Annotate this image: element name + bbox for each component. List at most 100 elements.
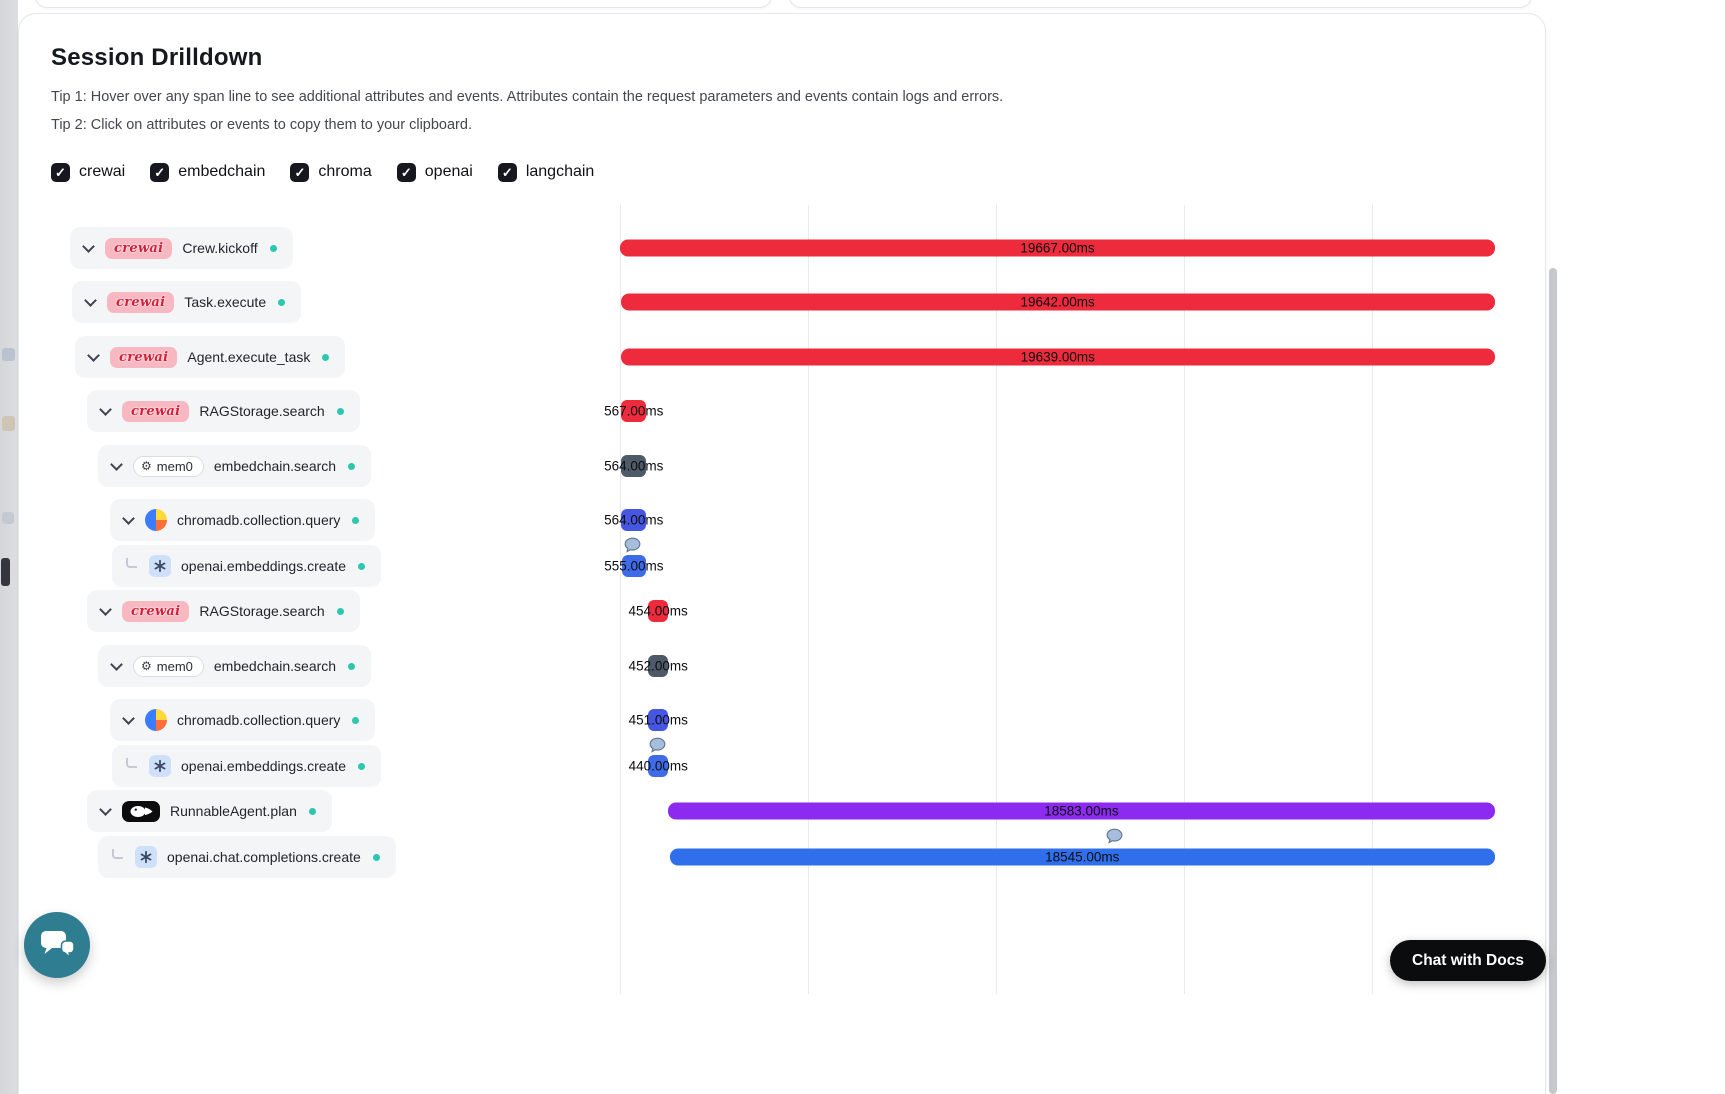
span-row-label: openai.chat.completions.create bbox=[98, 836, 396, 878]
span-duration-label: 564.00ms bbox=[604, 458, 664, 474]
span-duration-label: 454.00ms bbox=[628, 603, 688, 619]
span-duration-label: 18583.00ms bbox=[1044, 803, 1119, 819]
openai-icon bbox=[135, 846, 157, 868]
span-name: openai.chat.completions.create bbox=[167, 849, 361, 865]
crewai-logo: crewai bbox=[110, 346, 178, 368]
span-row-label[interactable]: crewai RAGStorage.search bbox=[87, 590, 360, 632]
timeline-gridline bbox=[1184, 205, 1185, 994]
span-bar[interactable] bbox=[648, 755, 669, 777]
span-bar[interactable] bbox=[668, 802, 1495, 820]
filter-chroma[interactable]: ✓ chroma bbox=[290, 162, 372, 182]
span-duration-label: 19639.00ms bbox=[1020, 349, 1095, 365]
mem0-gear-icon: ⚙ bbox=[141, 659, 152, 673]
page-left-gutter bbox=[0, 0, 18, 1094]
filter-label: openai bbox=[424, 163, 473, 181]
vertical-scrollbar-thumb[interactable] bbox=[1549, 268, 1557, 1094]
openai-icon bbox=[149, 755, 171, 777]
chevron-down-icon[interactable] bbox=[110, 457, 123, 471]
span-bar[interactable] bbox=[621, 455, 647, 477]
span-name: Crew.kickoff bbox=[182, 240, 258, 256]
checkbox-crewai[interactable]: ✓ bbox=[51, 162, 70, 182]
filter-langchain[interactable]: ✓ langchain bbox=[497, 162, 595, 182]
page-edge-artifact bbox=[1, 558, 10, 586]
mem0-logo: ⚙ mem0 bbox=[133, 655, 204, 677]
chevron-down-icon[interactable] bbox=[110, 657, 123, 671]
chevron-down-icon[interactable] bbox=[99, 602, 112, 616]
chat-widget-button[interactable] bbox=[24, 912, 90, 978]
mem0-gear-icon: ⚙ bbox=[141, 459, 152, 473]
span-row-label[interactable]: ⚙ mem0 embedchain.search bbox=[98, 445, 372, 487]
status-dot bbox=[348, 662, 356, 670]
span-bar[interactable] bbox=[621, 400, 647, 422]
chevron-down-icon[interactable] bbox=[122, 711, 135, 725]
tip-2: Tip 2: Click on attributes or events to … bbox=[51, 117, 472, 134]
span-row-label[interactable]: chromadb.collection.query bbox=[110, 499, 376, 541]
chat-bubbles-icon bbox=[39, 928, 75, 962]
span-row-label[interactable]: ⚙ mem0 embedchain.search bbox=[98, 645, 372, 687]
checkbox-openai[interactable]: ✓ bbox=[396, 162, 416, 182]
span-bar[interactable] bbox=[620, 293, 1495, 311]
span-name: embedchain.search bbox=[213, 458, 337, 474]
span-duration-label: 451.00ms bbox=[628, 712, 688, 728]
checkbox-chroma[interactable]: ✓ bbox=[290, 162, 310, 182]
tree-elbow-icon bbox=[112, 849, 123, 859]
chevron-down-icon[interactable] bbox=[84, 293, 97, 307]
span-row-label[interactable]: crewai Task.execute bbox=[72, 281, 302, 323]
span-bar[interactable] bbox=[621, 509, 647, 531]
span-name: Agent.execute_task bbox=[187, 349, 311, 365]
chroma-icon bbox=[145, 709, 167, 731]
span-row-label[interactable]: crewai Crew.kickoff bbox=[70, 227, 293, 269]
event-bubble-icon[interactable] bbox=[649, 737, 666, 753]
status-dot bbox=[336, 607, 344, 615]
span-duration-label: 440.00ms bbox=[628, 758, 688, 774]
span-duration-label: 19667.00ms bbox=[1020, 240, 1095, 256]
chevron-down-icon[interactable] bbox=[122, 511, 135, 525]
span-bar[interactable] bbox=[669, 848, 1495, 866]
langchain-parrot bbox=[130, 805, 153, 817]
span-bar[interactable] bbox=[620, 348, 1495, 366]
span-bar[interactable] bbox=[648, 655, 669, 677]
crewai-logo: crewai bbox=[107, 291, 175, 313]
filter-row: ✓ crewai ✓ embedchain ✓ chroma ✓ openai ✓ langcha… bbox=[51, 162, 1545, 182]
span-row-label[interactable]: RunnableAgent.plan bbox=[87, 790, 332, 832]
filter-embedchain[interactable]: ✓ embedchain bbox=[150, 162, 266, 182]
span-duration-label: 564.00ms bbox=[604, 512, 664, 528]
filter-label: embedchain bbox=[178, 163, 266, 181]
langchain-icon bbox=[122, 800, 160, 822]
span-row-label[interactable]: chromadb.collection.query bbox=[110, 699, 376, 741]
filter-label: langchain bbox=[525, 163, 595, 181]
span-bar[interactable] bbox=[648, 600, 669, 622]
chevron-down-icon[interactable] bbox=[87, 348, 100, 362]
openai-glyph bbox=[140, 850, 152, 864]
span-duration-label: 555.00ms bbox=[604, 558, 664, 574]
chevron-down-icon[interactable] bbox=[82, 239, 95, 253]
openai-glyph bbox=[154, 559, 166, 573]
span-row-label[interactable]: crewai Agent.execute_task bbox=[75, 336, 346, 378]
event-bubble-icon[interactable] bbox=[624, 537, 641, 553]
filter-openai[interactable]: ✓ openai bbox=[396, 162, 473, 182]
event-bubble-icon[interactable] bbox=[1106, 828, 1123, 844]
span-row-label: openai.embeddings.create bbox=[112, 545, 382, 587]
mem0-logo: ⚙ mem0 bbox=[133, 455, 204, 477]
checkbox-embedchain[interactable]: ✓ bbox=[150, 162, 170, 182]
status-dot bbox=[352, 716, 360, 724]
span-row-label[interactable]: crewai RAGStorage.search bbox=[87, 390, 360, 432]
filter-crewai[interactable]: ✓ crewai bbox=[51, 162, 125, 182]
status-dot bbox=[269, 244, 277, 252]
mem0-label: mem0 bbox=[156, 458, 193, 474]
span-name: RunnableAgent.plan bbox=[170, 803, 297, 819]
chevron-down-icon[interactable] bbox=[99, 802, 112, 816]
mem0-label: mem0 bbox=[156, 658, 193, 674]
page-edge-artifact bbox=[2, 348, 15, 361]
span-bar[interactable] bbox=[620, 239, 1495, 257]
checkbox-langchain[interactable]: ✓ bbox=[497, 162, 517, 182]
status-dot bbox=[352, 516, 360, 524]
span-bar[interactable] bbox=[648, 709, 669, 731]
status-dot bbox=[278, 298, 286, 306]
chevron-down-icon[interactable] bbox=[99, 402, 112, 416]
span-row-label: openai.embeddings.create bbox=[112, 745, 382, 787]
span-bar[interactable] bbox=[621, 555, 647, 577]
chat-with-docs-button[interactable]: Chat with Docs bbox=[1390, 940, 1546, 981]
